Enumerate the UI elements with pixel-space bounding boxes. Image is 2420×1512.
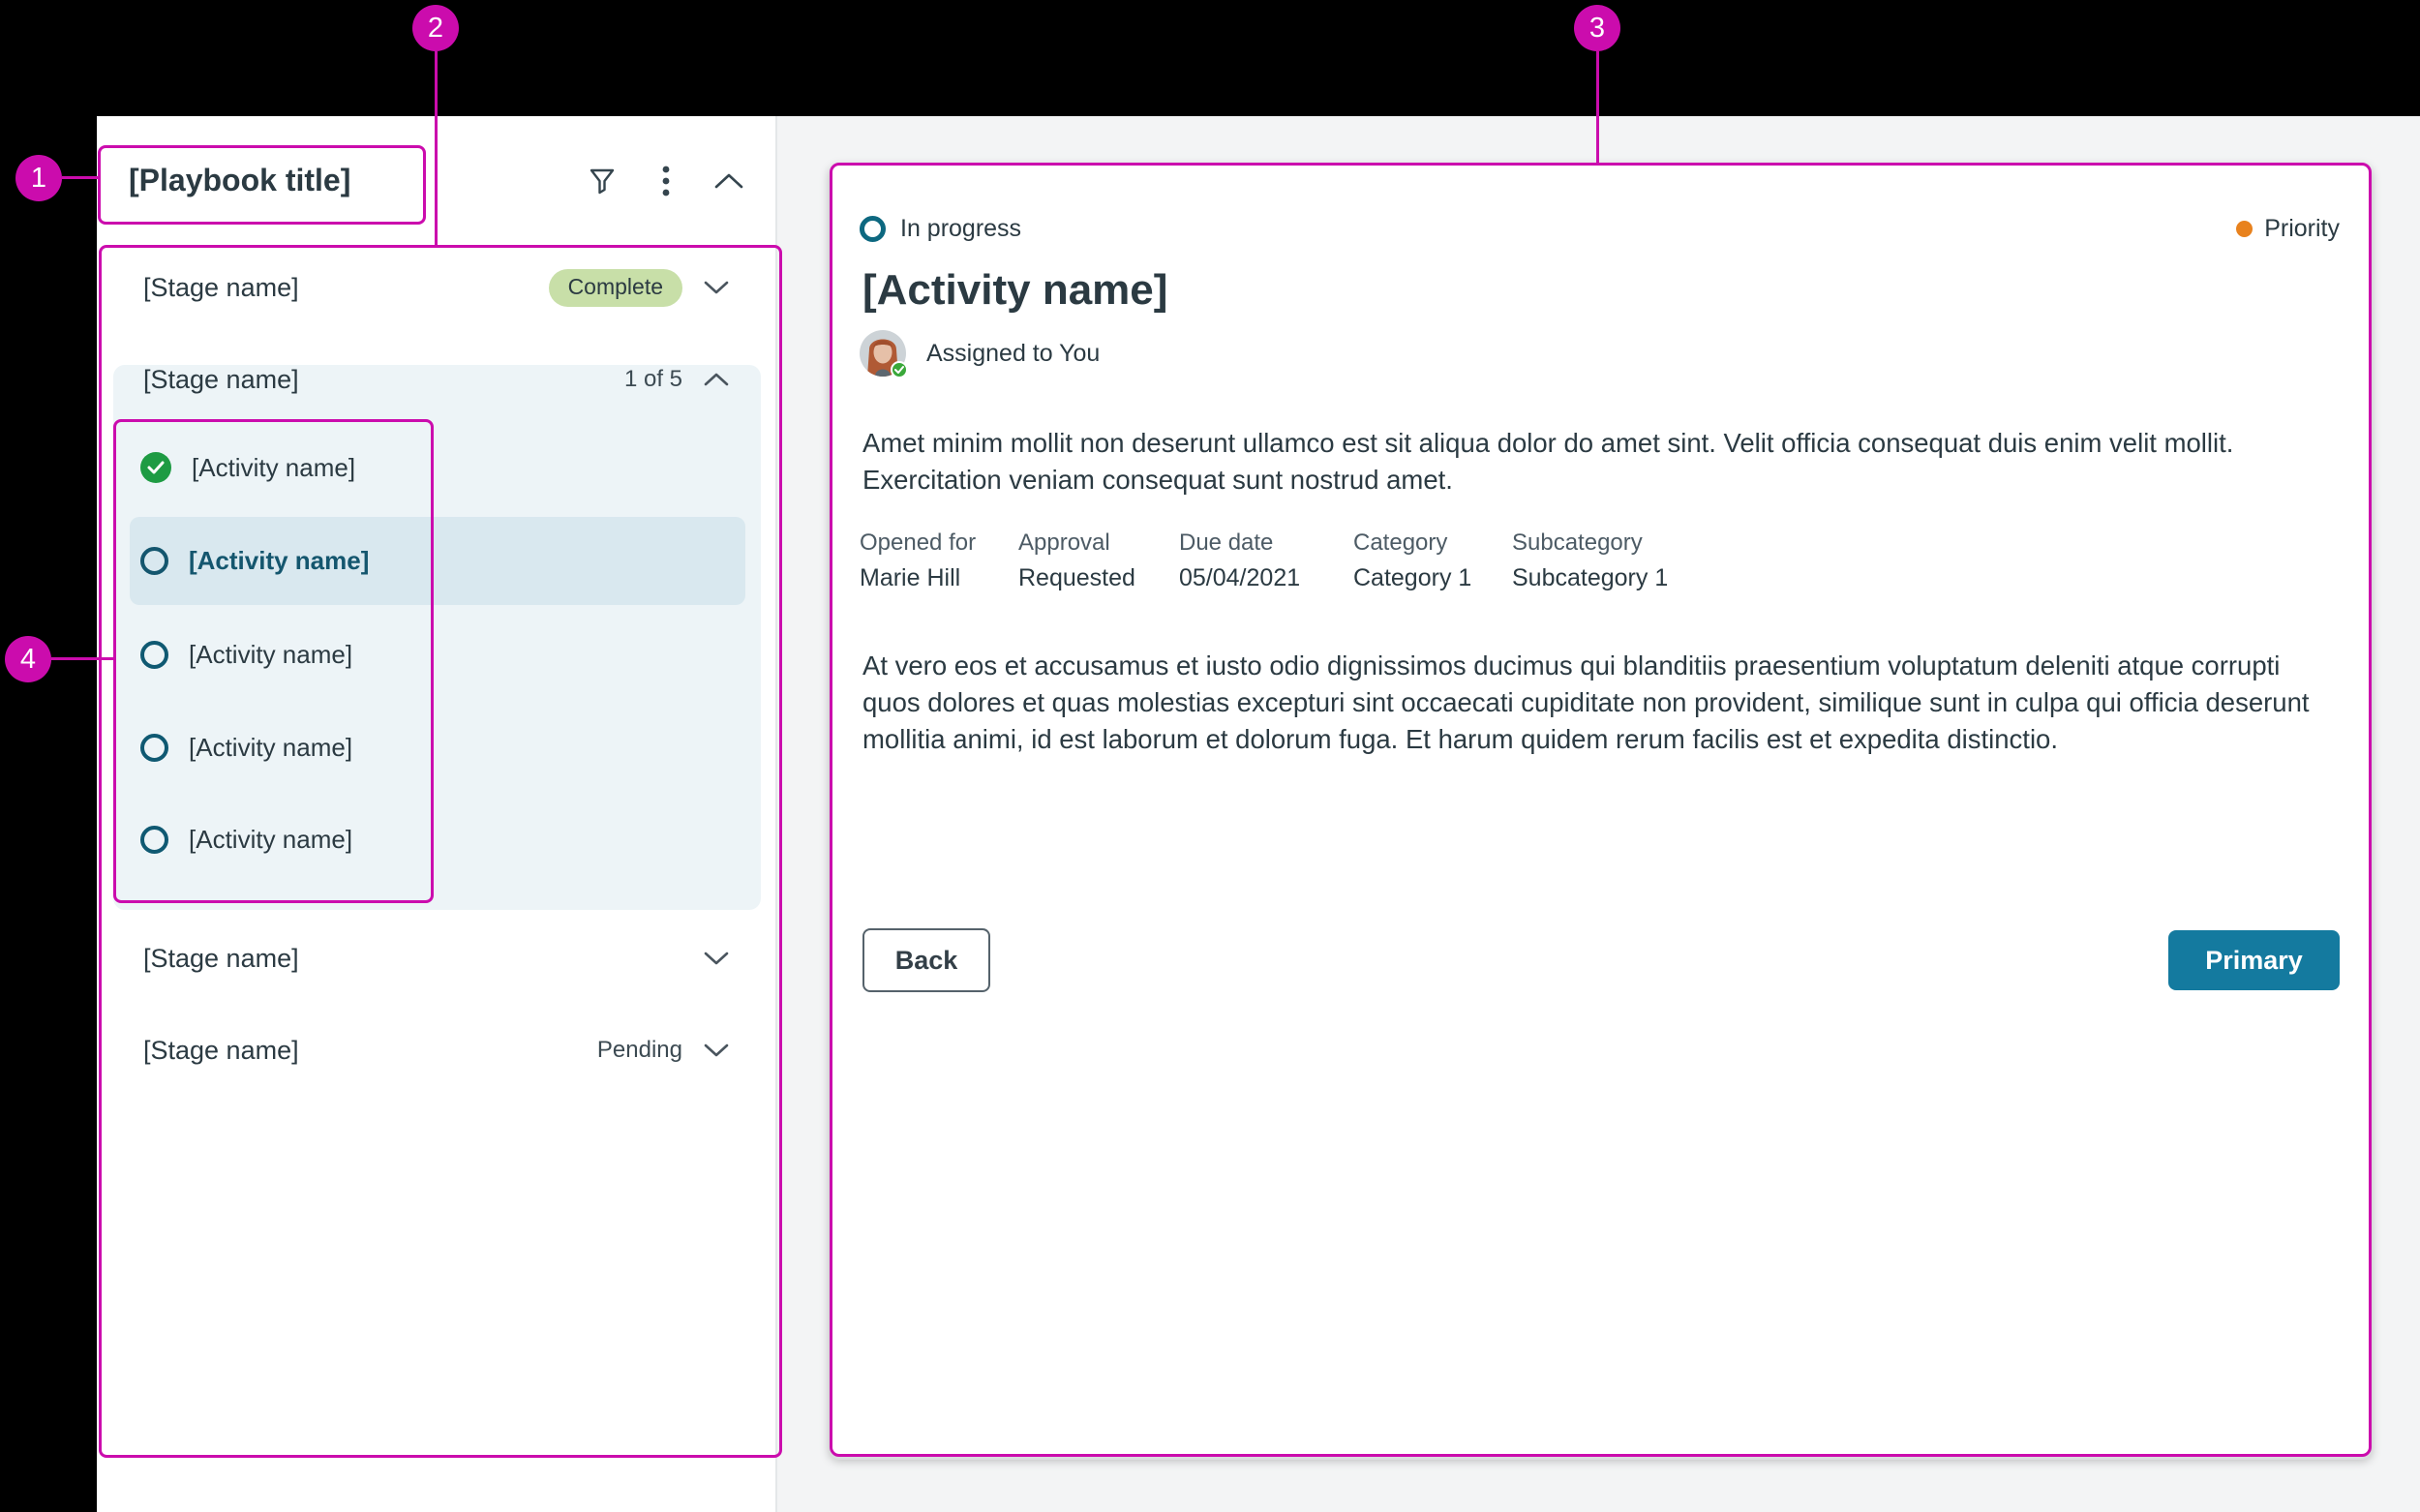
back-button[interactable]: Back — [862, 928, 990, 992]
stage-row-2[interactable]: [Stage name] 1 of 5 — [143, 358, 729, 401]
activity-name: [Activity name] — [189, 732, 353, 762]
chevron-down-icon[interactable] — [704, 1038, 729, 1063]
playbook-title: [Playbook title] — [129, 163, 351, 197]
meta-value: Subcategory 1 — [1512, 564, 1669, 591]
priority-indicator: Priority — [2236, 204, 2340, 253]
meta-opened-for: Opened for Marie Hill — [860, 529, 1018, 592]
filter-icon[interactable] — [586, 165, 619, 197]
stage-name: [Stage name] — [143, 1035, 299, 1065]
annotation-line-4 — [51, 657, 113, 660]
activity-name: [Activity name] — [189, 639, 353, 669]
assignee-avatar — [860, 330, 908, 378]
activity-row[interactable]: [Activity name] — [140, 633, 352, 676]
priority-dot-icon — [2236, 220, 2254, 237]
meta-label: Category — [1353, 529, 1448, 556]
status-badge-complete: Complete — [548, 268, 682, 307]
stage-row-3[interactable]: [Stage name] — [143, 937, 729, 980]
activity-row-selected[interactable]: [Activity name] — [140, 539, 369, 582]
annotation-line-3 — [1596, 51, 1599, 163]
annotation-callout-2: 2 — [412, 5, 459, 51]
assignee-row: Assigned to You — [860, 330, 1101, 378]
sidebar-toolbar — [586, 165, 745, 197]
status-row: In progress — [860, 204, 1021, 253]
playbook-sidebar: [Playbook title] [Stage name] Complete — [97, 116, 777, 1512]
meta-label: Subcategory — [1512, 529, 1643, 556]
chevron-down-icon[interactable] — [704, 946, 729, 971]
stage-name: [Stage name] — [143, 272, 299, 302]
open-circle-icon — [140, 546, 168, 575]
meta-category: Category Category 1 — [1353, 529, 1512, 592]
stage-name: [Stage name] — [143, 943, 299, 973]
meta-value: Category 1 — [1353, 564, 1472, 591]
in-progress-icon — [860, 215, 886, 242]
chevron-down-icon[interactable] — [704, 275, 729, 300]
activity-detail-panel: In progress Priority [Activity name] — [830, 163, 2372, 1457]
priority-label: Priority — [2264, 214, 2340, 242]
stage-row-1[interactable]: [Stage name] Complete — [143, 266, 729, 309]
stage-name: [Stage name] — [143, 364, 299, 394]
meta-value: 05/04/2021 — [1179, 564, 1301, 591]
stage-progress-count: 1 of 5 — [623, 366, 682, 392]
annotation-callout-3: 3 — [1574, 5, 1620, 51]
activity-summary: Amet minim mollit non deserunt ullamco e… — [862, 428, 2234, 495]
annotation-line-1 — [62, 176, 98, 179]
activity-row[interactable]: [Activity name] — [140, 818, 352, 861]
activity-name: [Activity name] — [189, 824, 353, 854]
chevron-up-icon[interactable] — [712, 165, 745, 197]
meta-subcategory: Subcategory Subcategory 1 — [1512, 529, 1668, 592]
selected-activity-highlight — [130, 517, 745, 605]
kebab-icon[interactable] — [650, 165, 682, 197]
metadata-row: Opened for Marie Hill Approval Requested… — [860, 529, 1668, 592]
annotation-callout-1: 1 — [15, 155, 62, 201]
check-circle-icon — [140, 452, 171, 483]
activity-name: [Activity name] — [192, 452, 356, 482]
activity-name: [Activity name] — [189, 545, 370, 575]
primary-button[interactable]: Primary — [2168, 930, 2340, 990]
activity-row[interactable]: [Activity name] — [140, 726, 352, 769]
meta-due-date: Due date 05/04/2021 — [1179, 529, 1353, 592]
annotation-callout-4: 4 — [5, 636, 51, 682]
meta-value: Requested — [1018, 564, 1135, 591]
meta-label: Due date — [1179, 529, 1274, 556]
activity-row[interactable]: [Activity name] — [140, 446, 355, 489]
annotation-line-2 — [435, 51, 438, 245]
open-circle-icon — [140, 733, 168, 762]
meta-approval: Approval Requested — [1018, 529, 1179, 592]
status-label: In progress — [900, 214, 1022, 242]
chevron-up-icon[interactable] — [704, 367, 729, 392]
stage-status-pending: Pending — [596, 1037, 682, 1063]
activity-description: At vero eos et accusamus et iusto odio d… — [862, 650, 2310, 754]
open-circle-icon — [140, 640, 168, 669]
open-circle-icon — [140, 825, 168, 854]
stage-row-4[interactable]: [Stage name] Pending — [143, 1029, 729, 1072]
expanded-stage-section — [113, 365, 761, 910]
meta-value: Marie Hill — [860, 564, 961, 591]
meta-label: Approval — [1018, 529, 1110, 556]
activity-title: [Activity name] — [862, 266, 1168, 314]
assignee-verified-icon — [891, 361, 908, 378]
meta-label: Opened for — [860, 529, 977, 556]
assigned-to-label: Assigned to You — [926, 339, 1101, 367]
